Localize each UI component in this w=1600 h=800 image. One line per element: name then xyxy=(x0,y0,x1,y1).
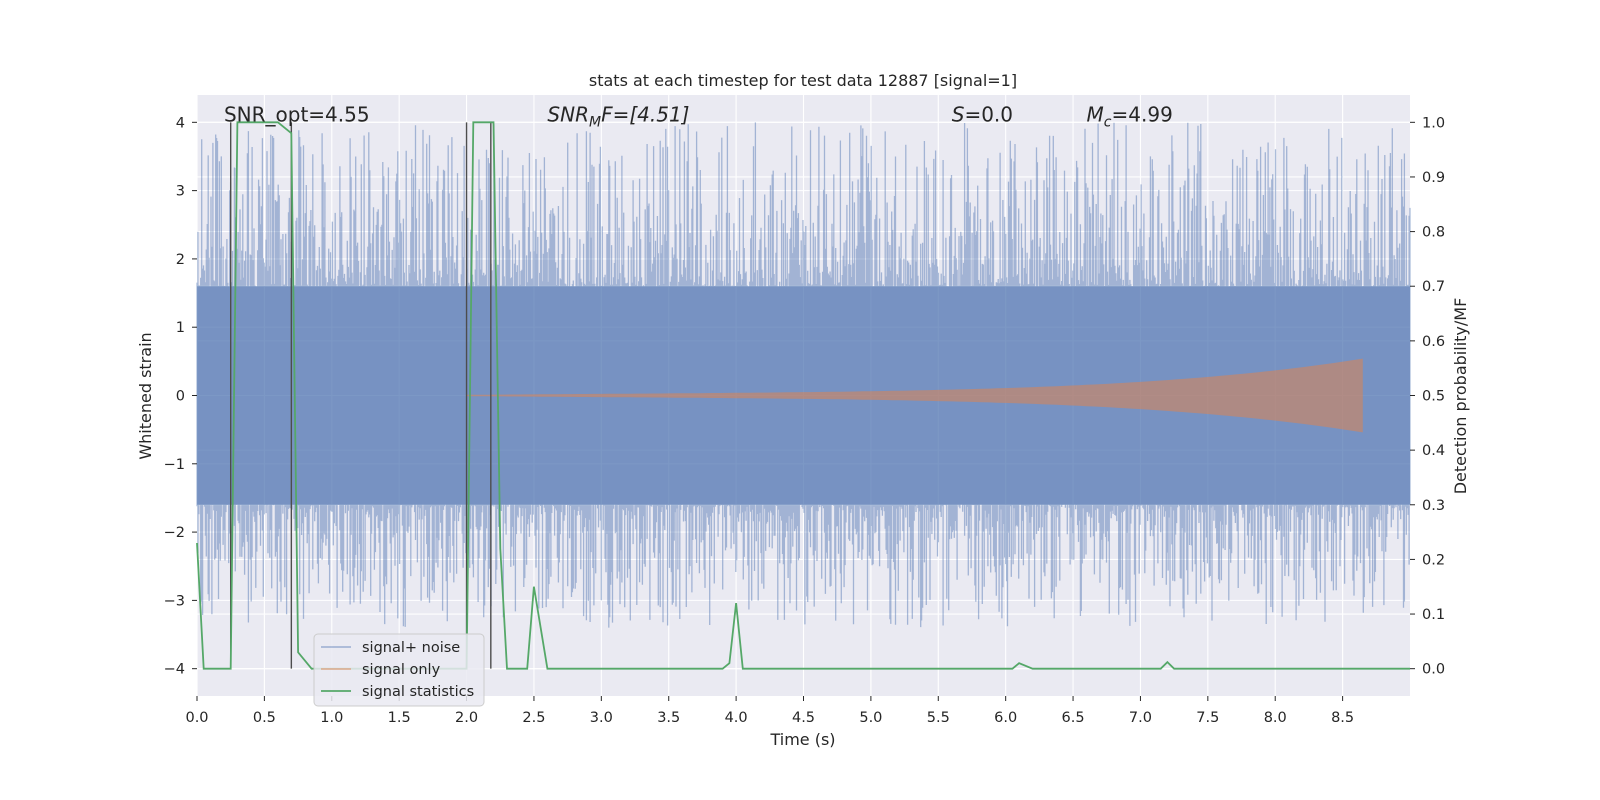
chart-title: stats at each timestep for test data 128… xyxy=(589,71,1017,90)
ticks: 0.0 0.5 1.0 1.5 2.0 2.5 3.0 3.5 4.0 4.5 5.0 5.5 6.0 6… xyxy=(164,115,1445,726)
legend-label-signal-only: signal only xyxy=(362,662,441,678)
x-tick-label: 3.0 xyxy=(590,710,613,726)
y-right-tick-label: 0.0 xyxy=(1422,662,1445,678)
x-axis-label: Time (s) xyxy=(769,730,835,749)
series-signal-statistics xyxy=(196,121,1410,670)
x-tick-label: 3.5 xyxy=(657,710,680,726)
y-left-tick-label: 1 xyxy=(176,320,185,336)
annotation-0: SNR_opt=4.55 xyxy=(224,102,370,126)
x-tick-label: 4.5 xyxy=(792,710,815,726)
legend-label-signal-noise: signal+ noise xyxy=(362,640,460,656)
y-right-tick-label: 1.0 xyxy=(1422,115,1445,131)
x-tick-label: 2.0 xyxy=(455,710,478,726)
signal-statistics-line xyxy=(196,121,1410,670)
y-right-tick-label: 0.1 xyxy=(1422,607,1445,623)
x-tick-label: 8.0 xyxy=(1264,710,1287,726)
y-left-tick-label: 0 xyxy=(176,389,185,405)
x-tick-label: 7.0 xyxy=(1129,710,1152,726)
legend: signal+ noise signal only signal statist… xyxy=(313,633,485,707)
x-tick-label: 5.5 xyxy=(927,710,950,726)
x-tick-label: 4.0 xyxy=(725,710,748,726)
y-axis-label-right: Detection probability/MF xyxy=(1451,298,1470,495)
y-left-tick-label: −4 xyxy=(164,662,185,678)
annotation-2: S=0.0 xyxy=(952,102,1013,126)
y-right-tick-label: 0.9 xyxy=(1422,170,1445,186)
chirp-envelope xyxy=(466,358,1363,433)
y-axis-label-left: Whitened strain xyxy=(136,332,155,459)
x-tick-label: 0.0 xyxy=(185,710,208,726)
vertical-markers xyxy=(229,122,492,669)
x-tick-label: 0.5 xyxy=(253,710,276,726)
y-right-tick-label: 0.2 xyxy=(1422,552,1445,568)
annotation-3: Mc=4.99 xyxy=(1087,102,1173,130)
x-tick-label: 8.5 xyxy=(1331,710,1354,726)
annotations: SNR_opt=4.55 SNRMF=[4.51] S=0.0 Mc=4.99 xyxy=(224,102,1173,130)
y-right-tick-label: 0.6 xyxy=(1422,334,1445,350)
y-left-tick-label: 3 xyxy=(176,184,185,200)
y-left-tick-label: −2 xyxy=(164,525,185,541)
y-right-tick-label: 0.5 xyxy=(1422,389,1445,405)
x-tick-label: 5.0 xyxy=(859,710,882,726)
y-left-tick-label: −3 xyxy=(164,593,185,609)
y-right-tick-label: 0.7 xyxy=(1422,279,1445,295)
y-left-tick-label: 2 xyxy=(176,252,185,268)
x-tick-label: 7.5 xyxy=(1196,710,1219,726)
y-right-tick-label: 0.3 xyxy=(1422,498,1445,514)
series-signal-only xyxy=(466,358,1363,433)
y-right-tick-label: 0.8 xyxy=(1422,225,1445,241)
x-tick-label: 1.0 xyxy=(320,710,343,726)
legend-label-signal-statistics: signal statistics xyxy=(362,684,474,700)
x-tick-label: 2.5 xyxy=(522,710,545,726)
annotation-1: SNRMF=[4.51] xyxy=(547,102,689,130)
legend-box xyxy=(313,633,485,707)
y-right-tick-label: 0.4 xyxy=(1422,443,1445,459)
y-left-tick-label: −1 xyxy=(164,457,185,473)
x-tick-label: 6.0 xyxy=(994,710,1017,726)
x-tick-label: 6.5 xyxy=(1062,710,1085,726)
y-left-tick-label: 4 xyxy=(176,115,185,131)
x-tick-label: 1.5 xyxy=(388,710,411,726)
